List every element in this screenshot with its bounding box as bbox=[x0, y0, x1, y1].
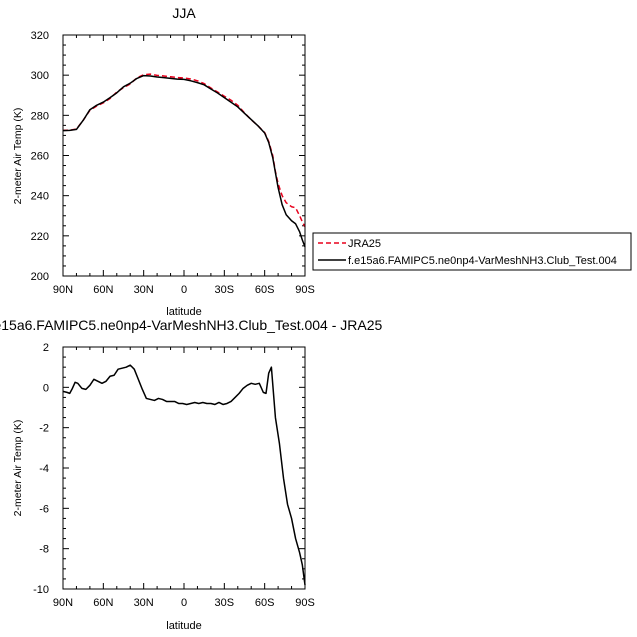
legend: JRA25 f.e15a6.FAMIPC5.ne0np4-VarMeshNH3.… bbox=[312, 232, 632, 271]
legend-box bbox=[312, 232, 632, 271]
top-chart-title: JJA bbox=[172, 5, 196, 21]
legend-label-model: f.e15a6.FAMIPC5.ne0np4-VarMeshNH3.Club_T… bbox=[348, 255, 617, 267]
top-y-axis-label: 2-meter Air Temp (K) bbox=[12, 108, 24, 205]
bottom-x-axis-label: latitude bbox=[166, 620, 201, 632]
bottom-x-tick-label: 90S bbox=[295, 597, 315, 609]
bottom-plot-frame bbox=[62, 346, 306, 590]
bottom-y-axis-label: 2-meter Air Temp (K) bbox=[12, 420, 24, 517]
top-y-tick-label: 200 bbox=[31, 271, 49, 283]
legend-label-jra25: JRA25 bbox=[348, 238, 381, 250]
bottom-x-tick-label: 30N bbox=[134, 597, 154, 609]
top-x-tick-label: 90S bbox=[295, 284, 315, 296]
bottom-x-tick-label: 60S bbox=[255, 597, 275, 609]
bottom-x-tick-label: 60N bbox=[93, 597, 113, 609]
top-y-tick-label: 300 bbox=[31, 70, 49, 82]
top-x-axis-label: latitude bbox=[166, 306, 201, 318]
top-y-tick-label: 280 bbox=[31, 110, 49, 122]
bottom-y-tick-label: -6 bbox=[39, 503, 49, 515]
top-y-tick-label: 320 bbox=[31, 30, 49, 42]
bottom-y-tick-label: -4 bbox=[39, 463, 49, 475]
top-x-tick-label: 0 bbox=[181, 284, 187, 296]
top-x-tick-label: 90N bbox=[53, 284, 73, 296]
bottom-y-tick-label: -10 bbox=[33, 584, 49, 596]
bottom-x-tick-label: 90N bbox=[53, 597, 73, 609]
top-x-tick-label: 60N bbox=[93, 284, 113, 296]
bottom-y-tick-label: 0 bbox=[43, 382, 49, 394]
top-x-tick-label: 30S bbox=[215, 284, 235, 296]
bottom-x-tick-label: 30S bbox=[215, 597, 235, 609]
bottom-panel: f.e15a6.FAMIPC5.ne0np4-VarMeshNH3.Club_T… bbox=[0, 317, 383, 632]
top-x-tick-label: 60S bbox=[255, 284, 275, 296]
top-y-tick-label: 240 bbox=[31, 191, 49, 203]
bottom-y-tick-label: -8 bbox=[39, 544, 49, 556]
bottom-chart-title: f.e15a6.FAMIPC5.ne0np4-VarMeshNH3.Club_T… bbox=[0, 317, 383, 333]
bottom-y-tick-label: 2 bbox=[43, 342, 49, 354]
top-y-tick-label: 220 bbox=[31, 231, 49, 243]
top-panel: JJA 2-meter Air Temp (K) latitude 90N 60N… bbox=[12, 5, 315, 318]
top-series-line-jra25 bbox=[62, 73, 306, 228]
top-x-tick-label: 30N bbox=[134, 284, 154, 296]
top-y-tick-label: 260 bbox=[31, 151, 49, 163]
bottom-y-tick-label: -2 bbox=[39, 423, 49, 435]
bottom-x-tick-label: 0 bbox=[181, 597, 187, 609]
bottom-series-line-difference bbox=[62, 364, 306, 586]
top-series-line-model bbox=[62, 74, 306, 248]
top-plot-frame bbox=[62, 34, 306, 277]
